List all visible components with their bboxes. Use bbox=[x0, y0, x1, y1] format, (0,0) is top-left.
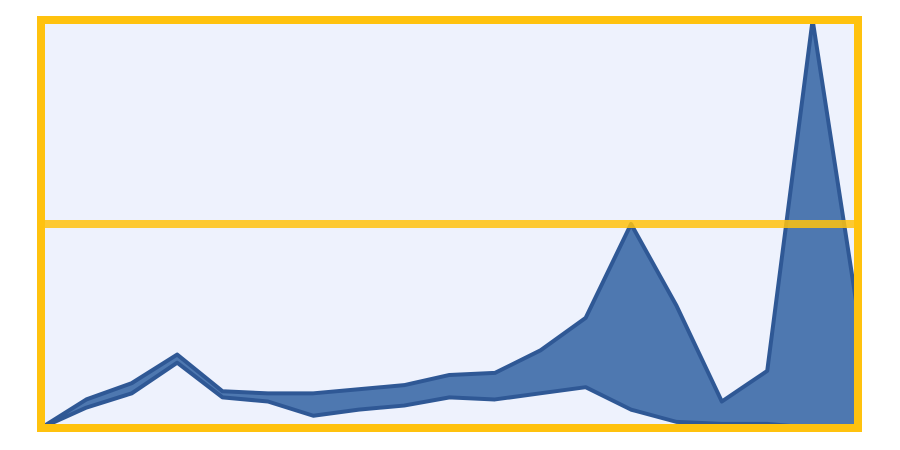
chart-frame bbox=[37, 16, 862, 432]
